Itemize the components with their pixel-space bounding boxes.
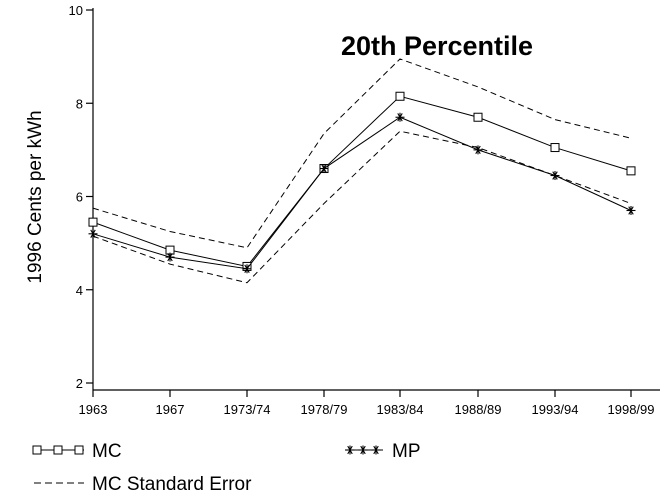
y-tick-label: 2 — [76, 376, 83, 391]
legend-label-mc: MC — [92, 441, 122, 462]
legend-marker-square — [32, 445, 42, 455]
mp-point — [550, 171, 560, 181]
mc-point — [395, 91, 405, 101]
series-line-3 — [92, 130, 632, 284]
y-tick-label: 6 — [76, 190, 83, 205]
mp-point — [626, 205, 636, 215]
legend-marker-asterisk — [371, 445, 381, 455]
y-axis-title: 1996 Cents per kWh — [25, 110, 46, 283]
x-tick-label: 1988/89 — [455, 402, 502, 417]
mp-point — [395, 112, 405, 122]
y-tick-label: 8 — [76, 96, 83, 111]
y-tick-label: 4 — [76, 283, 83, 298]
legend-item-mc: MC — [32, 441, 122, 462]
legend-item-mp: MP — [345, 441, 421, 462]
x-tick-label: 1963 — [79, 402, 108, 417]
legend-label-mp: MP — [392, 441, 421, 462]
mp-point — [242, 264, 252, 274]
mc-point — [550, 143, 560, 153]
mc-point — [88, 217, 98, 227]
legend-marker-square — [53, 445, 63, 455]
legend-item-se: MC Standard Error — [34, 474, 252, 495]
x-tick-label: 1998/99 — [608, 402, 655, 417]
y-tick-label: 10 — [69, 3, 83, 18]
legend-marker-asterisk — [345, 445, 355, 455]
mp-point — [319, 164, 329, 174]
legend-marker-asterisk — [358, 445, 368, 455]
series-line-0 — [92, 95, 632, 267]
series-layer — [88, 58, 636, 284]
x-tick-label: 1983/84 — [377, 402, 424, 417]
x-tick-label: 1967 — [156, 402, 185, 417]
chart-title: 20th Percentile — [341, 31, 533, 61]
y-ticks: 2 4 6 8 10 — [69, 3, 93, 391]
x-tick-label: 1993/94 — [532, 402, 579, 417]
mc-point — [626, 166, 636, 176]
series-line-2 — [92, 58, 632, 249]
x-tick-label: 1978/79 — [301, 402, 348, 417]
mc-point — [473, 112, 483, 122]
x-tick-label: 1973/74 — [224, 402, 271, 417]
legend-marker-square — [74, 445, 84, 455]
x-ticks: 1963 1967 1973/74 1978/79 1983/84 1988/89 1993… — [79, 390, 655, 417]
mp-point — [165, 252, 175, 262]
legend: MC MP MC Standard Error — [32, 441, 421, 495]
legend-label-se: MC Standard Error — [92, 474, 252, 495]
